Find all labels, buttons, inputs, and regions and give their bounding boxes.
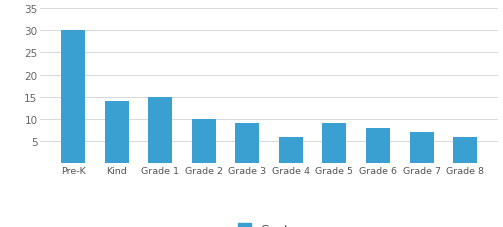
Bar <box>148 97 172 163</box>
Bar <box>105 102 129 163</box>
Bar <box>192 119 216 163</box>
Legend: Grades: Grades <box>233 219 305 227</box>
Bar <box>453 137 477 163</box>
Bar <box>322 124 347 163</box>
Bar <box>61 31 85 163</box>
Bar <box>366 128 390 163</box>
Bar <box>409 133 434 163</box>
Bar <box>235 124 260 163</box>
Bar <box>279 137 303 163</box>
